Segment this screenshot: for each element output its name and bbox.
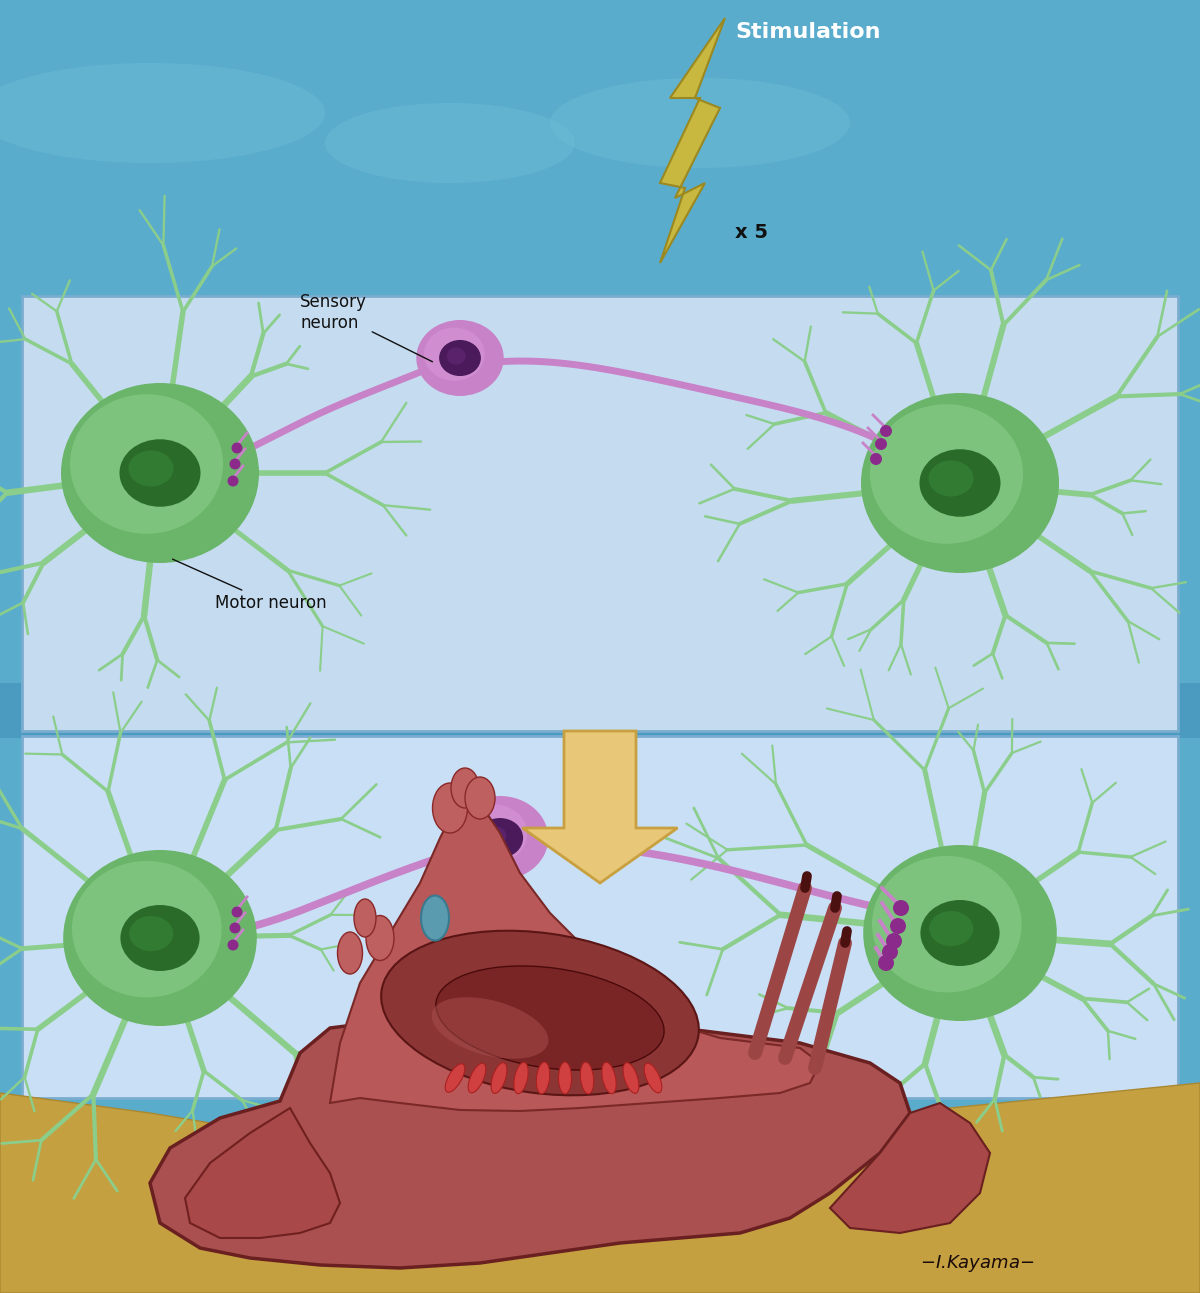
Ellipse shape [432,997,548,1059]
Ellipse shape [460,804,527,864]
Ellipse shape [354,899,376,937]
Ellipse shape [929,460,973,497]
Polygon shape [185,1108,340,1237]
Circle shape [880,425,892,437]
Ellipse shape [536,1062,550,1094]
Ellipse shape [623,1063,638,1094]
Ellipse shape [439,340,481,376]
Circle shape [229,922,240,934]
Ellipse shape [491,1063,506,1094]
Circle shape [229,459,240,469]
Ellipse shape [550,78,850,168]
Circle shape [878,956,894,971]
Circle shape [893,900,910,915]
Ellipse shape [70,394,223,534]
Ellipse shape [0,63,325,163]
Ellipse shape [130,915,173,952]
Polygon shape [830,1103,990,1234]
Polygon shape [0,1084,1200,1293]
Ellipse shape [72,861,222,997]
Ellipse shape [466,777,496,818]
Circle shape [228,476,239,486]
Bar [22,296,1178,731]
Ellipse shape [445,1064,464,1093]
Polygon shape [330,793,820,1111]
Ellipse shape [468,1063,486,1093]
Ellipse shape [64,850,257,1027]
Ellipse shape [382,931,698,1095]
Bar [0,683,1200,738]
Circle shape [228,940,239,950]
Ellipse shape [919,449,1001,517]
Ellipse shape [424,327,485,381]
Ellipse shape [337,932,362,974]
FancyArrow shape [522,731,678,883]
Polygon shape [150,1023,910,1268]
Ellipse shape [476,818,523,859]
Ellipse shape [61,383,259,562]
Ellipse shape [421,896,449,940]
Ellipse shape [929,912,973,946]
Ellipse shape [602,1063,616,1094]
Bar [22,736,1178,1098]
Text: x 5: x 5 [734,222,768,242]
Ellipse shape [120,440,200,507]
Circle shape [886,934,902,949]
Ellipse shape [451,768,479,808]
Ellipse shape [644,1063,662,1093]
Circle shape [870,453,882,465]
Ellipse shape [920,900,1000,966]
Ellipse shape [862,393,1060,573]
Text: Stimulation: Stimulation [734,22,881,41]
Ellipse shape [128,450,174,486]
Circle shape [875,438,887,450]
Ellipse shape [366,915,394,961]
Ellipse shape [120,905,199,971]
Ellipse shape [416,319,504,396]
Circle shape [882,944,898,959]
Text: Sensory
neuron: Sensory neuron [300,294,432,362]
Ellipse shape [432,784,468,833]
Text: $-$I.Kayama$-$: $-$I.Kayama$-$ [920,1253,1034,1274]
Ellipse shape [451,796,548,881]
Ellipse shape [446,348,466,365]
Polygon shape [660,18,725,262]
Ellipse shape [872,856,1021,993]
Circle shape [232,442,242,454]
Ellipse shape [325,103,575,184]
Circle shape [890,918,906,934]
Ellipse shape [514,1063,528,1094]
Ellipse shape [863,846,1057,1021]
Ellipse shape [436,966,664,1071]
Text: Motor neuron: Motor neuron [173,559,326,612]
Ellipse shape [581,1062,594,1094]
Ellipse shape [870,405,1022,544]
Ellipse shape [558,1062,571,1094]
Ellipse shape [485,826,506,846]
Circle shape [232,906,242,918]
